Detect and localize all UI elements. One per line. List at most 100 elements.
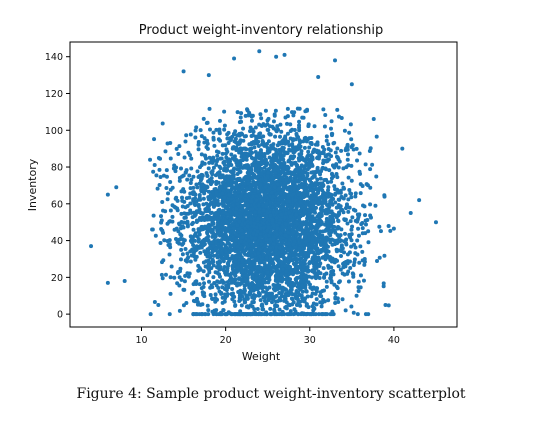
data-point: [181, 69, 186, 74]
data-point: [252, 183, 257, 188]
data-point: [299, 205, 304, 210]
data-point: [297, 119, 302, 124]
data-point: [288, 214, 293, 219]
data-point: [336, 157, 341, 162]
data-point: [286, 260, 291, 265]
data-point: [235, 159, 240, 164]
data-point: [160, 260, 164, 265]
data-point: [328, 198, 333, 203]
data-point: [220, 143, 225, 148]
data-point: [158, 174, 163, 179]
data-point: [259, 171, 264, 176]
data-point: [325, 224, 330, 229]
data-point: [227, 160, 232, 165]
data-point: [267, 277, 272, 282]
data-point: [281, 148, 286, 153]
data-point: [231, 226, 236, 231]
data-point: [293, 263, 298, 268]
data-point: [219, 291, 224, 296]
data-point: [228, 218, 233, 223]
data-point: [340, 181, 345, 186]
data-point: [264, 301, 269, 306]
data-point: [208, 245, 213, 250]
data-point: [288, 288, 293, 293]
data-point: [250, 273, 255, 278]
data-point: [228, 169, 233, 174]
data-point: [89, 244, 94, 249]
data-point: [209, 210, 214, 215]
data-point: [226, 174, 231, 179]
data-point: [322, 288, 327, 293]
data-point: [230, 175, 235, 180]
data-point: [279, 212, 284, 217]
data-point: [189, 166, 194, 171]
data-point: [230, 286, 235, 291]
data-point: [381, 281, 386, 286]
data-point: [207, 155, 212, 160]
data-point: [263, 176, 268, 181]
data-point: [306, 124, 311, 129]
data-point: [148, 157, 153, 162]
data-point: [230, 293, 235, 298]
data-point: [234, 206, 239, 211]
data-point: [273, 108, 278, 113]
data-point: [324, 284, 329, 289]
data-point: [227, 258, 232, 263]
data-point: [343, 217, 348, 222]
data-point: [325, 159, 330, 164]
data-point: [365, 217, 370, 222]
data-point: [170, 214, 175, 219]
data-point: [325, 253, 330, 258]
data-point: [320, 255, 325, 260]
data-point: [221, 180, 226, 185]
data-point: [349, 195, 354, 200]
data-point: [198, 178, 203, 183]
data-point: [253, 236, 258, 241]
data-point: [302, 194, 307, 199]
data-point: [194, 125, 199, 130]
data-point: [304, 108, 309, 113]
data-point: [360, 249, 365, 254]
data-point: [334, 172, 339, 177]
data-point: [202, 237, 207, 242]
data-point: [386, 303, 391, 308]
data-point: [215, 172, 220, 177]
data-point: [333, 150, 338, 155]
data-point: [263, 123, 268, 128]
data-point: [262, 218, 267, 223]
data-point: [306, 162, 311, 167]
data-point: [271, 261, 276, 266]
data-point: [304, 202, 309, 207]
data-point: [215, 157, 220, 162]
data-point: [294, 131, 299, 136]
data-point: [260, 282, 265, 287]
data-point: [179, 166, 184, 171]
data-point: [209, 227, 214, 232]
data-point: [225, 221, 230, 226]
data-point: [343, 231, 347, 236]
data-point: [327, 152, 332, 157]
data-point: [290, 236, 295, 241]
data-point: [304, 289, 309, 294]
data-point: [258, 235, 263, 240]
data-point: [316, 213, 321, 218]
data-point: [275, 232, 280, 237]
data-point: [176, 151, 181, 156]
data-point: [315, 177, 320, 182]
data-point: [318, 176, 323, 181]
data-point: [191, 312, 196, 317]
data-point: [225, 280, 230, 285]
data-point: [211, 312, 216, 317]
data-point: [374, 174, 379, 179]
data-point: [244, 273, 249, 278]
data-point: [238, 115, 243, 120]
data-point: [177, 221, 182, 226]
data-point: [278, 134, 283, 139]
data-point: [345, 142, 350, 147]
data-point: [189, 253, 194, 258]
data-point: [239, 203, 244, 208]
data-point: [291, 113, 296, 118]
data-point: [173, 236, 178, 241]
data-point: [197, 266, 202, 271]
data-point: [268, 146, 273, 151]
